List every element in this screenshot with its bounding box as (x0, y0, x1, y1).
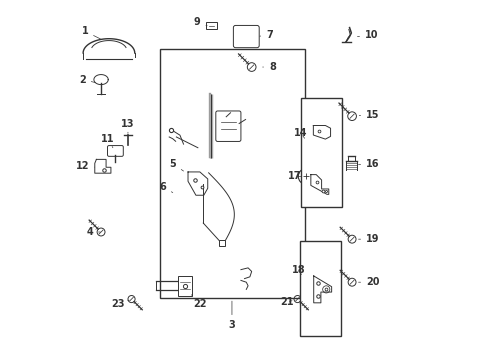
Polygon shape (313, 276, 331, 303)
FancyBboxPatch shape (107, 145, 123, 156)
Text: 15: 15 (359, 111, 379, 121)
Bar (219, 240, 224, 246)
Bar (300, 241, 341, 336)
Text: 16: 16 (358, 159, 379, 169)
Text: 9: 9 (193, 17, 207, 27)
Text: 18: 18 (291, 265, 305, 275)
Text: 2: 2 (79, 75, 95, 85)
FancyBboxPatch shape (233, 26, 259, 48)
Text: 7: 7 (259, 30, 272, 40)
Text: 6: 6 (159, 182, 172, 193)
Bar (178, 276, 191, 296)
FancyBboxPatch shape (215, 111, 241, 141)
Polygon shape (95, 159, 111, 173)
Text: 14: 14 (294, 129, 307, 138)
Text: 5: 5 (169, 159, 183, 171)
Text: 21: 21 (280, 297, 293, 307)
Text: 3: 3 (228, 301, 235, 330)
Polygon shape (313, 126, 330, 139)
Text: 10: 10 (357, 30, 378, 40)
Text: 20: 20 (358, 277, 379, 287)
Text: 11: 11 (101, 134, 114, 148)
Text: 22: 22 (191, 295, 206, 309)
Polygon shape (187, 172, 207, 195)
Text: 17: 17 (287, 171, 301, 181)
Bar (206, 22, 217, 30)
Text: 12: 12 (76, 161, 95, 171)
Bar (160, 49, 305, 298)
Text: 23: 23 (111, 299, 129, 309)
Text: 13: 13 (121, 120, 134, 134)
Bar (301, 98, 342, 207)
Text: 19: 19 (358, 234, 379, 244)
Text: 8: 8 (262, 62, 275, 72)
Text: 1: 1 (81, 26, 100, 39)
Text: 4: 4 (86, 227, 100, 237)
Polygon shape (310, 175, 328, 194)
Polygon shape (94, 75, 108, 85)
